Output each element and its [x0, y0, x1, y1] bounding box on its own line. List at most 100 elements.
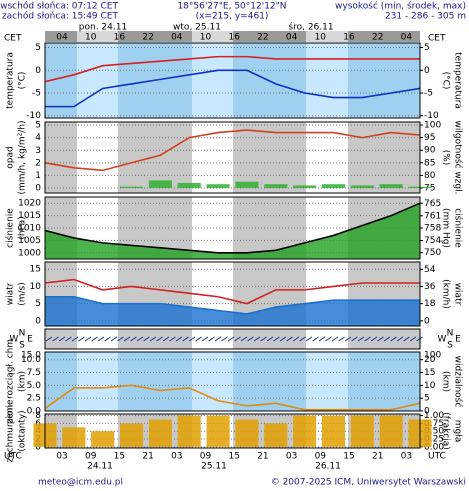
y-axis-label: ciśnienie	[5, 208, 16, 248]
y2-axis-label: mgła	[453, 420, 463, 443]
y-tick-label: 4	[35, 133, 41, 143]
bottom-hour: 03	[171, 452, 182, 462]
wind-arrow	[110, 336, 118, 342]
wind-arrow	[117, 336, 124, 342]
y2-tick-label: 85	[424, 158, 435, 168]
bar	[350, 185, 374, 188]
top-hour: 10	[200, 33, 212, 43]
elevation-label: wysokość (min, środek, max)	[335, 1, 466, 12]
y2-axis-label: widzialność	[453, 356, 464, 408]
bar	[148, 419, 172, 447]
y-axis-label: (km)	[18, 371, 28, 392]
panel-frame	[44, 42, 421, 119]
y2-tick-label: 754	[424, 236, 441, 246]
y-tick-label: 1	[35, 171, 41, 181]
day-band	[77, 43, 118, 118]
bottom-hour: 03	[56, 452, 67, 462]
wind-arrow	[71, 336, 79, 342]
y-axis-label: pion. rozciągł. chm	[6, 339, 16, 424]
bottom-hour: 15	[228, 452, 239, 462]
y-axis-label: (°C)	[18, 72, 28, 90]
wind-arrow	[162, 336, 170, 342]
day-bottom: 25.11	[201, 462, 227, 472]
compass-label: W	[438, 335, 447, 345]
sunset: zachód słońca: 15:49 CET	[2, 11, 119, 22]
day-bottom: 24.11	[87, 462, 113, 472]
y2-axis-label: (km/h)	[441, 279, 451, 309]
y-axis-label: (hPa)	[18, 216, 28, 239]
bar	[177, 182, 201, 188]
y-tick-label: 1010	[18, 224, 41, 234]
y-tick-label: 1020	[18, 199, 41, 209]
top-hour: 22	[257, 33, 268, 43]
compass-label: S	[447, 341, 453, 351]
day-band	[192, 122, 233, 193]
y-axis-label: temperatura	[6, 52, 16, 109]
wind-arrow	[286, 336, 293, 342]
day-band	[77, 352, 118, 411]
y2-tick-label: 0.75	[424, 419, 444, 429]
wind-arrow	[247, 336, 254, 342]
bar	[206, 184, 230, 188]
bottom-hour: 09	[315, 452, 327, 462]
y2-tick-label: 750	[424, 248, 441, 258]
wind-arrow	[91, 336, 98, 342]
day-top: wto, 25.11	[173, 23, 221, 33]
wind-arrow	[188, 336, 196, 342]
bar	[148, 180, 172, 188]
y-tick-label: 0	[35, 442, 41, 452]
y2-top-label: 100	[424, 351, 441, 361]
y-tick-label: 5	[35, 43, 41, 53]
y-axis-label: zachmurzenie	[6, 399, 16, 463]
bar	[321, 184, 345, 188]
wind-arrow	[97, 336, 105, 342]
y2-tick-label: 0	[424, 407, 430, 417]
wind-arrow	[390, 336, 397, 342]
wind-arrow	[253, 336, 261, 342]
bar	[293, 415, 317, 447]
bar	[350, 415, 374, 447]
wind-arrow	[175, 336, 183, 342]
wind-arrow	[227, 336, 235, 342]
wind-arrow	[403, 336, 410, 342]
line	[44, 278, 420, 305]
grid-point: (x=215, y=461)	[196, 12, 269, 22]
wind-arrow	[169, 336, 176, 342]
compass-label: E	[455, 335, 461, 345]
y2-tick-label: 761	[424, 211, 441, 221]
y-axis-label: opad	[6, 146, 16, 168]
y-top-label: 15.0	[21, 351, 41, 361]
y2-tick-label: 0.50	[424, 427, 444, 437]
wind-arrow	[357, 336, 365, 342]
line	[44, 129, 421, 172]
panel-frame	[44, 413, 421, 449]
elevation: 231 - 286 - 305 m	[385, 12, 466, 22]
coords: 18°56'27"E, 50°12'12"N	[177, 2, 286, 12]
bar	[120, 423, 144, 447]
top-hour: 22	[142, 33, 153, 43]
wind-arrow	[312, 336, 319, 342]
wind-arrow	[234, 336, 241, 342]
bottom-hour: 09	[200, 452, 212, 462]
y2-tick-label: 80	[424, 171, 436, 181]
wind-arrow	[201, 336, 209, 342]
y2-tick-label: -5	[424, 89, 433, 99]
y-tick-label: 0.0	[27, 407, 42, 417]
wind-arrow	[136, 336, 144, 342]
day-band	[306, 31, 348, 42]
panel-frame	[44, 261, 421, 327]
y2-tick-label: 765	[424, 199, 441, 209]
zone-bottom-left: UTC	[4, 452, 22, 462]
y2-axis-label: ciśnienie	[453, 208, 464, 248]
y2-axis-label: (mm Hg)	[441, 208, 451, 248]
y2-axis-label: wilgotność wzgl.	[453, 121, 464, 195]
top-hour: 22	[372, 33, 383, 43]
wind-arrow	[351, 336, 358, 342]
y2-tick-label: 10	[424, 381, 436, 391]
y2-tick-label: 18	[424, 299, 436, 309]
y2-tick-label: 1.00	[424, 411, 444, 421]
bar	[293, 185, 317, 188]
wind-arrow	[123, 336, 131, 342]
y-tick-label: 1015	[18, 211, 41, 221]
zone-bottom-right: UTC	[428, 452, 446, 462]
